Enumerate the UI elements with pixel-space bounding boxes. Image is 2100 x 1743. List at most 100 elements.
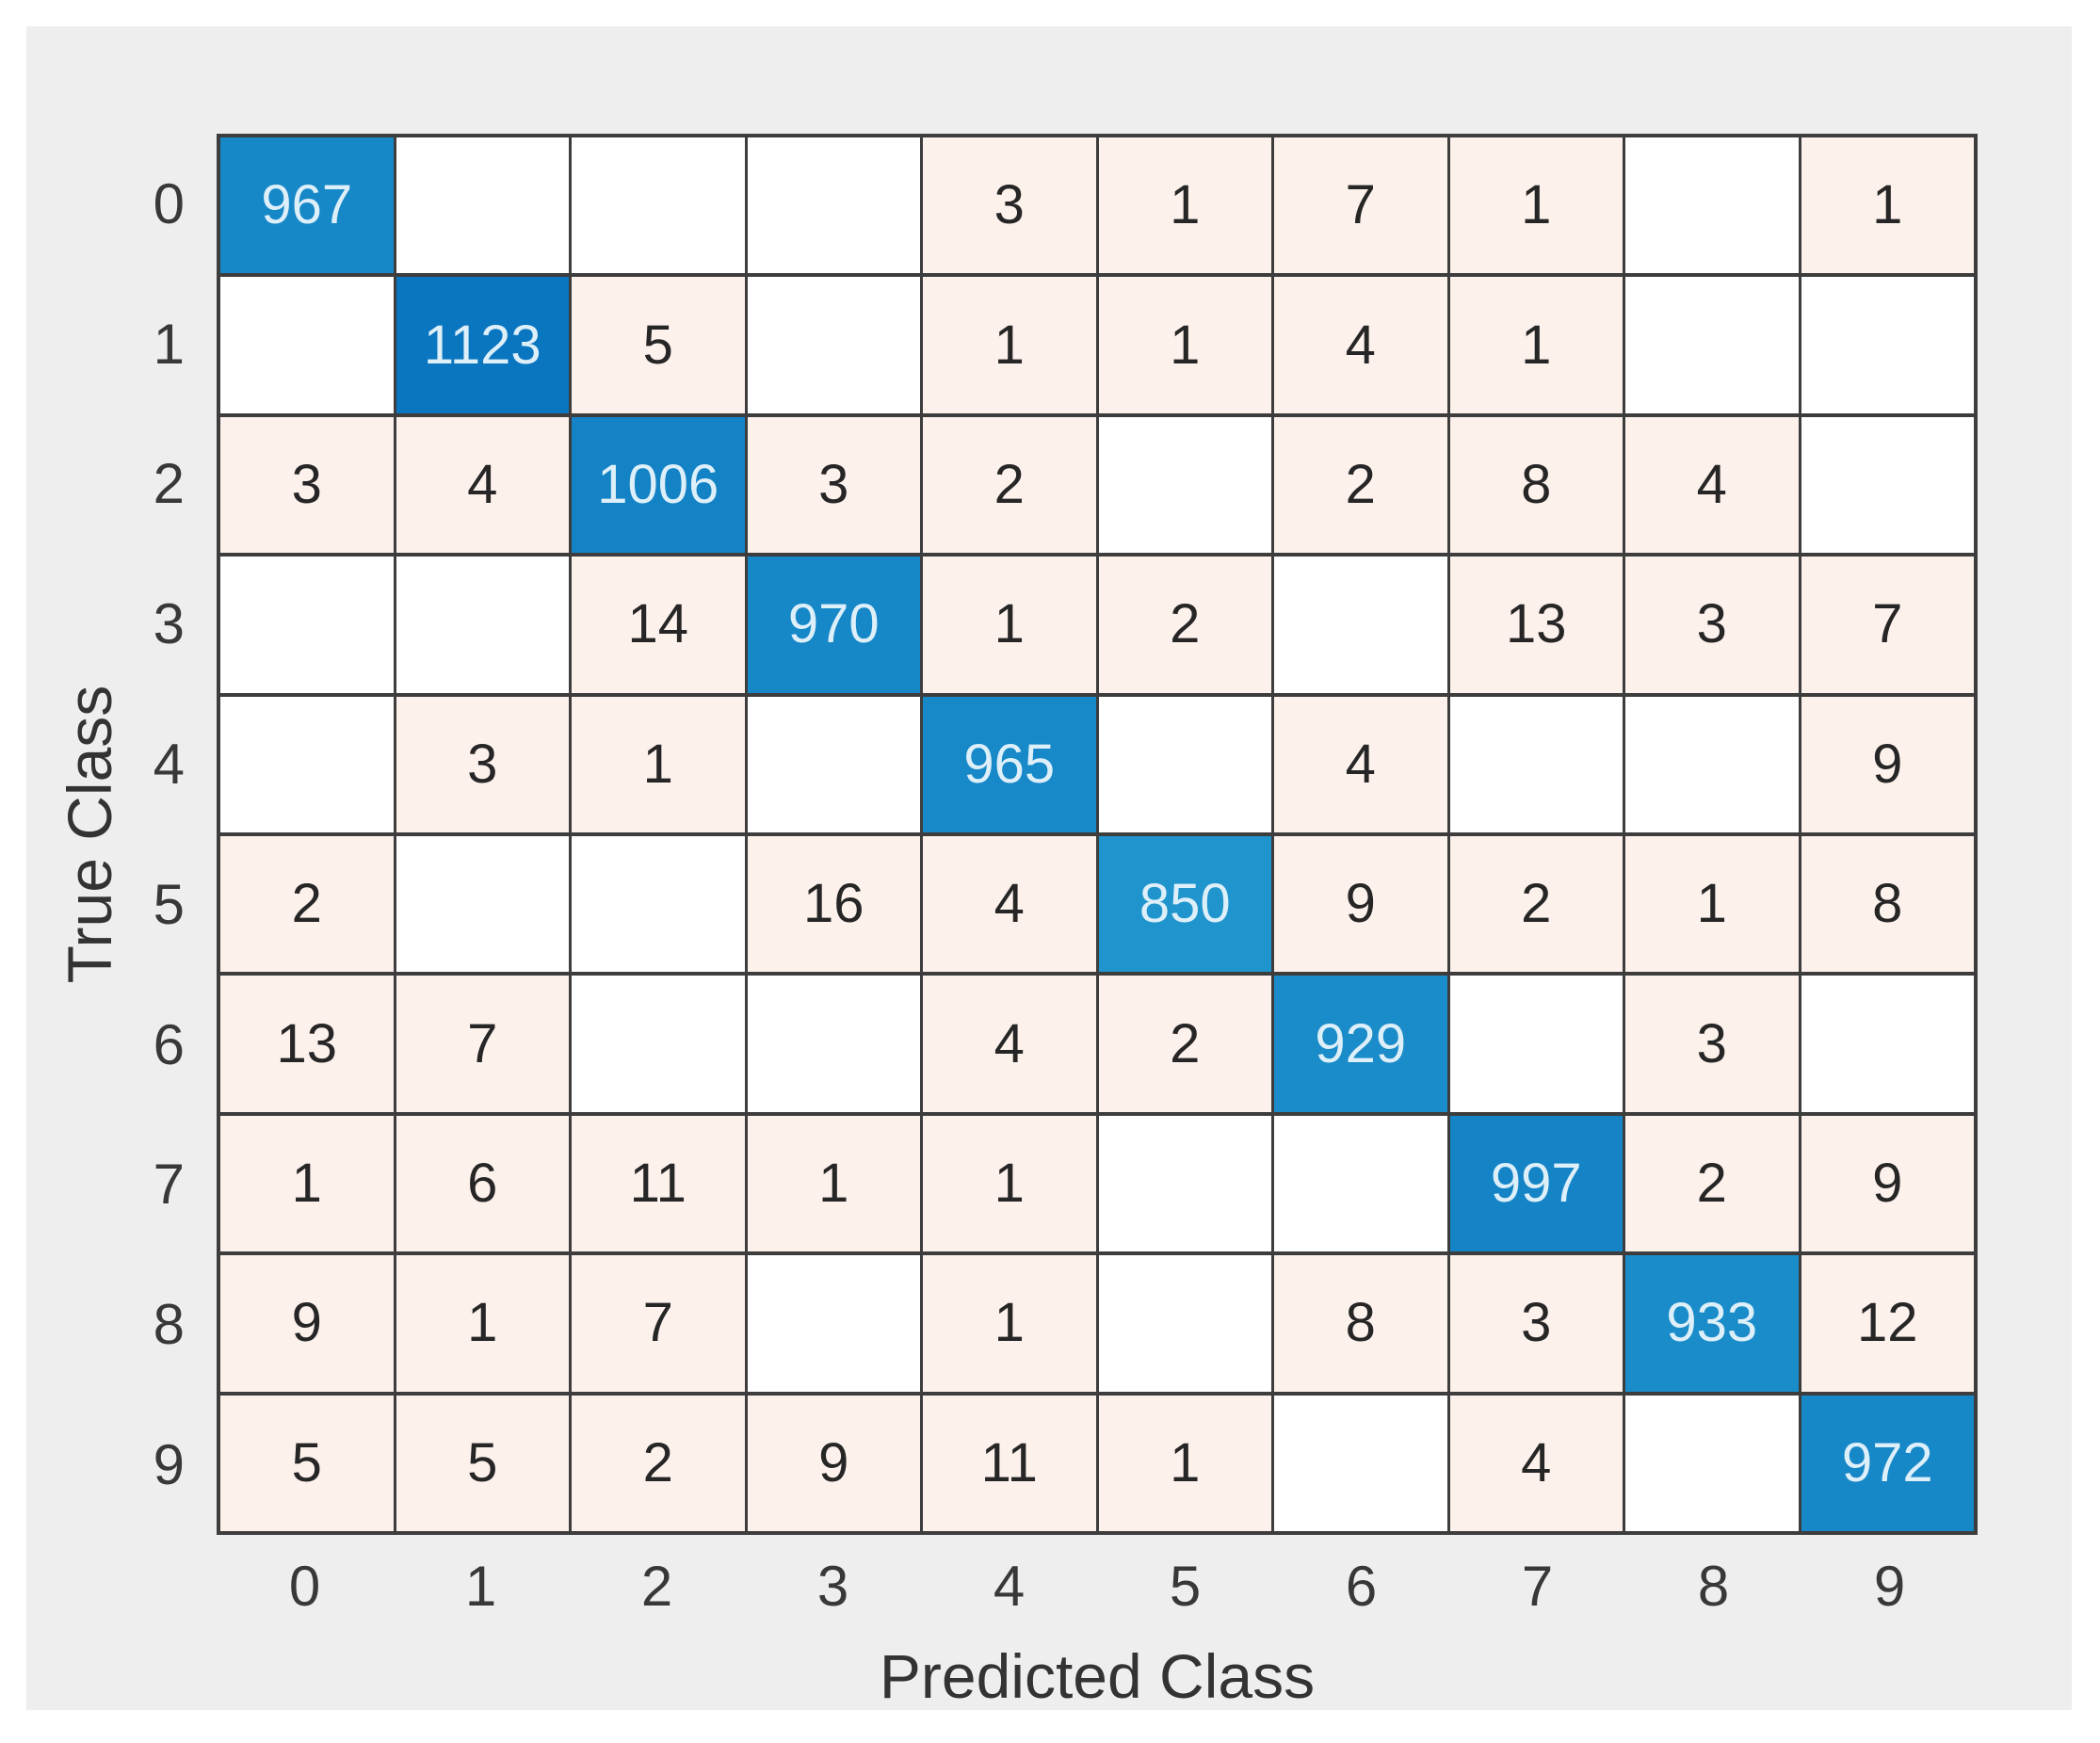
matrix-cell-r6c1: 7 — [396, 976, 569, 1112]
y-tick-label-1: 1 — [153, 312, 185, 376]
confusion-matrix-grid: 967 3 1 7 1 1 1123 5 1 1 4 1 3 4 1006 3 2 2 8 4 14 970 1 2 13 3 7 3… — [217, 134, 1978, 1535]
x-tick-label-5: 5 — [1169, 1555, 1202, 1618]
matrix-cell-r5c9: 8 — [1801, 835, 1974, 973]
x-tick-label-8: 8 — [1697, 1555, 1730, 1618]
matrix-cell-r5c1 — [396, 835, 569, 973]
matrix-cell-r8c6: 8 — [1274, 1255, 1447, 1392]
y-tick-label-0: 0 — [153, 171, 185, 235]
matrix-cell-r7c4: 1 — [923, 1115, 1096, 1252]
matrix-cell-r8c0: 9 — [220, 1255, 394, 1392]
matrix-cell-r8c5 — [1098, 1255, 1271, 1392]
y-axis-ticks: 0 1 2 3 4 5 6 7 8 9 — [0, 134, 200, 1535]
matrix-cell-r6c6: 929 — [1274, 976, 1447, 1112]
matrix-cell-r0c7: 1 — [1449, 137, 1623, 274]
matrix-cell-r8c2: 7 — [572, 1255, 745, 1392]
matrix-cell-r6c5: 2 — [1098, 976, 1271, 1112]
matrix-cell-r4c0 — [220, 696, 394, 832]
matrix-cell-r9c1: 5 — [396, 1395, 569, 1531]
matrix-cell-r6c2 — [572, 976, 745, 1112]
matrix-cell-r5c0: 2 — [220, 835, 394, 973]
x-tick-label-0: 0 — [288, 1555, 321, 1618]
matrix-cell-r6c3 — [747, 976, 920, 1112]
y-tick-label-8: 8 — [153, 1293, 185, 1357]
matrix-cell-r4c8 — [1625, 696, 1799, 832]
matrix-cell-r5c2 — [572, 835, 745, 973]
x-tick-label-1: 1 — [464, 1555, 497, 1618]
matrix-cell-r0c2 — [572, 137, 745, 274]
y-tick-label-2: 2 — [153, 452, 185, 516]
matrix-cell-r2c8: 4 — [1625, 416, 1799, 554]
x-tick-label-2: 2 — [640, 1555, 673, 1618]
matrix-cell-r2c3: 3 — [747, 416, 920, 554]
x-tick-label-6: 6 — [1345, 1555, 1378, 1618]
matrix-cell-r8c8: 933 — [1625, 1255, 1799, 1392]
matrix-cell-r2c0: 3 — [220, 416, 394, 554]
y-tick-label-9: 9 — [153, 1433, 185, 1497]
matrix-cell-r7c9: 9 — [1801, 1115, 1974, 1252]
matrix-cell-r8c4: 1 — [923, 1255, 1096, 1392]
matrix-cell-r5c4: 4 — [923, 835, 1096, 973]
x-axis-ticks: 0 1 2 3 4 5 6 7 8 9 — [217, 1554, 1978, 1619]
matrix-cell-r6c4: 4 — [923, 976, 1096, 1112]
matrix-cell-r5c7: 2 — [1449, 835, 1623, 973]
matrix-cell-r1c4: 1 — [923, 277, 1096, 413]
x-tick-label-7: 7 — [1521, 1555, 1554, 1618]
matrix-cell-r6c9 — [1801, 976, 1974, 1112]
matrix-cell-r6c8: 3 — [1625, 976, 1799, 1112]
matrix-cell-r5c3: 16 — [747, 835, 920, 973]
matrix-cell-r9c5: 1 — [1098, 1395, 1271, 1531]
y-tick-label-7: 7 — [153, 1153, 185, 1217]
matrix-cell-r9c3: 9 — [747, 1395, 920, 1531]
matrix-cell-r8c3 — [747, 1255, 920, 1392]
matrix-cell-r8c7: 3 — [1449, 1255, 1623, 1392]
y-tick-label-4: 4 — [153, 733, 185, 797]
matrix-cell-r7c6 — [1274, 1115, 1447, 1252]
matrix-cell-r2c4: 2 — [923, 416, 1096, 554]
matrix-cell-r0c8 — [1625, 137, 1799, 274]
matrix-cell-r4c9: 9 — [1801, 696, 1974, 832]
matrix-cell-r3c2: 14 — [572, 557, 745, 693]
matrix-cell-r0c6: 7 — [1274, 137, 1447, 274]
matrix-cell-r1c2: 5 — [572, 277, 745, 413]
matrix-cell-r3c6 — [1274, 557, 1447, 693]
matrix-cell-r9c0: 5 — [220, 1395, 394, 1531]
matrix-cell-r0c0: 967 — [220, 137, 394, 274]
matrix-cell-r1c0 — [220, 277, 394, 413]
matrix-cell-r3c9: 7 — [1801, 557, 1974, 693]
matrix-cell-r4c6: 4 — [1274, 696, 1447, 832]
matrix-cell-r7c2: 11 — [572, 1115, 745, 1252]
matrix-cell-r3c8: 3 — [1625, 557, 1799, 693]
matrix-cell-r5c5: 850 — [1098, 835, 1271, 973]
matrix-cell-r9c8 — [1625, 1395, 1799, 1531]
matrix-cell-r1c8 — [1625, 277, 1799, 413]
matrix-cell-r0c1 — [396, 137, 569, 274]
matrix-cell-r9c6 — [1274, 1395, 1447, 1531]
matrix-cell-r3c7: 13 — [1449, 557, 1623, 693]
x-axis-label: Predicted Class — [879, 1641, 1316, 1711]
matrix-cell-r1c7: 1 — [1449, 277, 1623, 413]
matrix-cell-r3c5: 2 — [1098, 557, 1271, 693]
matrix-cell-r7c7: 997 — [1449, 1115, 1623, 1252]
matrix-cell-r7c5 — [1098, 1115, 1271, 1252]
x-tick-label-3: 3 — [816, 1555, 849, 1618]
matrix-cell-r7c0: 1 — [220, 1115, 394, 1252]
matrix-cell-r2c6: 2 — [1274, 416, 1447, 554]
matrix-cell-r4c5 — [1098, 696, 1271, 832]
matrix-cell-r8c1: 1 — [396, 1255, 569, 1392]
matrix-cell-r9c9: 972 — [1801, 1395, 1974, 1531]
matrix-cell-r4c4: 965 — [923, 696, 1096, 832]
matrix-cell-r8c9: 12 — [1801, 1255, 1974, 1392]
y-tick-label-6: 6 — [153, 1012, 185, 1076]
matrix-cell-r5c6: 9 — [1274, 835, 1447, 973]
matrix-cell-r0c3 — [747, 137, 920, 274]
matrix-cell-r4c2: 1 — [572, 696, 745, 832]
matrix-cell-r9c2: 2 — [572, 1395, 745, 1531]
matrix-cell-r7c3: 1 — [747, 1115, 920, 1252]
y-tick-label-5: 5 — [153, 872, 185, 936]
matrix-cell-r0c5: 1 — [1098, 137, 1271, 274]
matrix-cell-r3c3: 970 — [747, 557, 920, 693]
matrix-cell-r3c1 — [396, 557, 569, 693]
matrix-cell-r7c1: 6 — [396, 1115, 569, 1252]
matrix-cell-r1c5: 1 — [1098, 277, 1271, 413]
matrix-cell-r5c8: 1 — [1625, 835, 1799, 973]
